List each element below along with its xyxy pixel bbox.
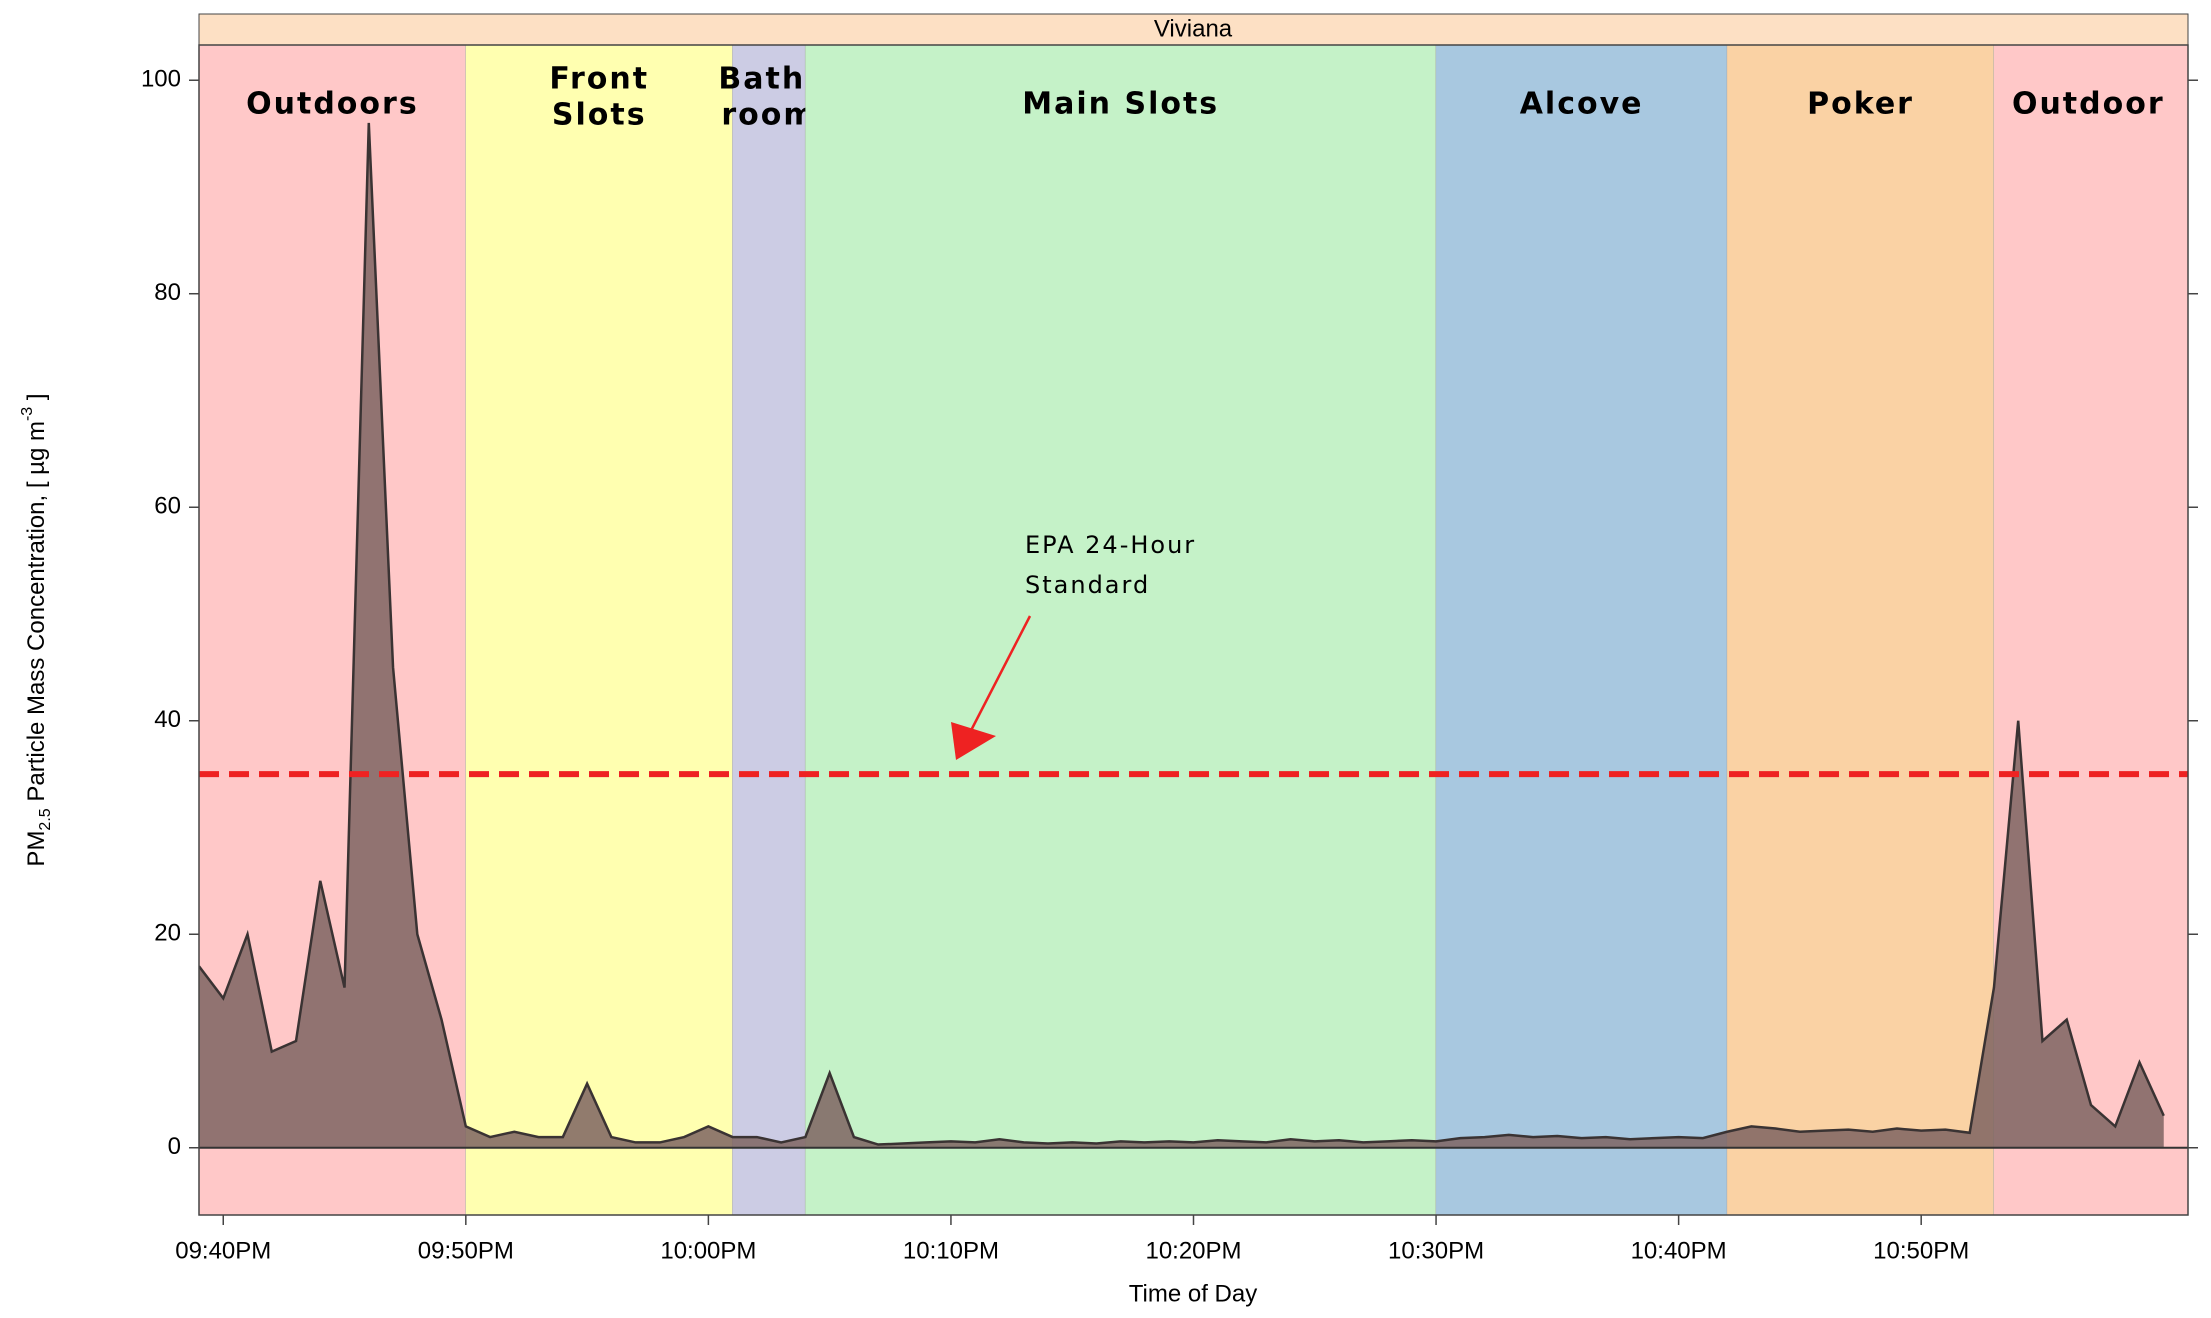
y-tick-label: 20 [154, 920, 181, 947]
zone [805, 45, 1437, 1215]
strip [198, 13, 2189, 46]
zone-label: Outdoors [246, 87, 419, 122]
y-tick-label: 60 [154, 493, 181, 520]
y-tick-label: 40 [154, 706, 181, 733]
zone-label: Main Slots [1022, 87, 1219, 122]
x-tick-label: 10:20PM [1145, 1237, 1241, 1264]
x-tick-label: 09:50PM [418, 1237, 514, 1264]
zone [465, 45, 733, 1215]
y-tick-label: 0 [168, 1133, 181, 1160]
zone-label: Bath- [718, 62, 819, 97]
zone [732, 45, 806, 1215]
y-label-part: ] [23, 393, 50, 406]
y-axis-label: PM2.5 Particle Mass Concentration, [ µg … [19, 393, 54, 866]
x-tick-label: 10:10PM [903, 1237, 999, 1264]
annotation-arrowhead [951, 722, 996, 760]
x-tick-label: 10:30PM [1388, 1237, 1484, 1264]
x-tick-label: 09:40PM [175, 1237, 271, 1264]
area [199, 122, 2164, 1148]
annotation: Standard [1025, 571, 1150, 599]
zone [1436, 45, 1728, 1215]
zone [1727, 45, 1994, 1215]
y-label-part: PM [23, 831, 50, 867]
y-tick-label: 80 [154, 279, 181, 306]
x-tick-label: 10:40PM [1631, 1237, 1727, 1264]
y-label-part: Particle Mass Concentration, [ µg m [23, 421, 50, 808]
line [199, 122, 2165, 1146]
zone-label: Slots [552, 98, 647, 133]
annotation-arrow [960, 615, 1032, 749]
y-label-sub: 2.5 [37, 808, 54, 830]
zone-label: Front [549, 62, 649, 97]
zone-label: Alcove [1520, 87, 1644, 122]
zone-label: Outdoor [2012, 87, 2165, 122]
x-tick-label: 10:50PM [1873, 1237, 1969, 1264]
plot [199, 122, 2188, 1149]
x-axis-label: Time of Day [1129, 1280, 1257, 1307]
zone-label: room [721, 98, 816, 133]
y-tick-label: 100 [141, 66, 181, 93]
y-label-sup: -3 [19, 407, 36, 421]
x-tick-label: 10:00PM [660, 1237, 756, 1264]
strip-title: Viviana [1154, 15, 1233, 42]
annotation: EPA 24-Hour [1025, 531, 1196, 559]
zone-label: Poker [1807, 87, 1914, 122]
